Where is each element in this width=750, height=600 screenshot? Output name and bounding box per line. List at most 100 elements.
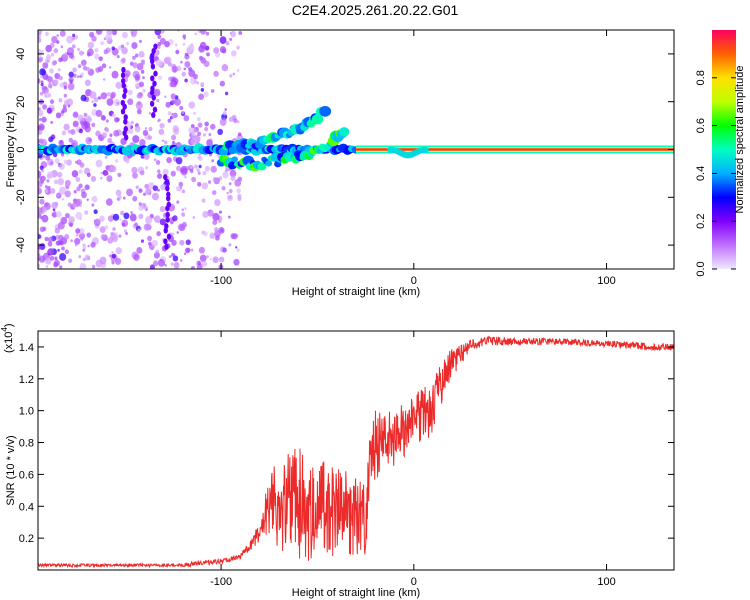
spectral-speckle [209, 257, 212, 261]
spectral-speckle [176, 200, 180, 204]
spectral-streak [153, 70, 158, 77]
branch-blob [319, 105, 332, 117]
spectral-speckle [79, 204, 82, 208]
spectral-speckle [67, 202, 72, 207]
spectral-speckle [84, 210, 89, 215]
spectral-speckle [203, 91, 209, 98]
spectral-speckle [86, 52, 91, 57]
spectral-speckle [91, 100, 94, 104]
spectral-speckle [219, 80, 225, 87]
spectral-speckle [111, 70, 119, 79]
spectrogram-marks [38, 30, 674, 269]
spectral-speckle [155, 160, 161, 165]
spectral-speckle [143, 223, 151, 231]
spectral-speckle [136, 108, 142, 115]
spectral-speckle [132, 55, 136, 60]
spectral-speckle [134, 74, 141, 81]
spectral-streak [165, 185, 170, 192]
spectral-speckle [159, 122, 165, 129]
spectral-speckle [94, 53, 100, 60]
spectral-speckle [60, 45, 63, 49]
spectral-speckle [38, 129, 42, 136]
spectral-speckle [38, 206, 42, 212]
spectral-speckle [161, 139, 165, 142]
spectral-streak [163, 238, 168, 245]
spectral-speckle [58, 139, 64, 146]
spectral-speckle [111, 113, 116, 118]
spectral-speckle [171, 99, 176, 104]
spectral-speckle [105, 128, 110, 133]
spectral-speckle [204, 165, 210, 172]
spectral-streak [153, 43, 158, 50]
colorbar-ticks: 0.0 0.2 0.4 0.6 0.8 [695, 70, 736, 277]
spectral-speckle [209, 232, 216, 239]
spectral-streak [123, 118, 128, 125]
spectral-speckle [59, 30, 66, 37]
spectral-speckle [42, 62, 49, 69]
spectral-speckle [201, 182, 209, 190]
spectral-speckle [78, 232, 86, 240]
snr-scale-factor: (x104) [0, 323, 15, 353]
spectral-speckle [178, 181, 184, 187]
y-tick-label: 0.6 [19, 469, 34, 481]
spectral-speckle [74, 243, 78, 247]
spectral-speckle [69, 222, 73, 227]
spectral-speckle [100, 171, 104, 175]
spectral-speckle [93, 218, 101, 227]
spectral-speckle [200, 57, 207, 64]
spectral-speckle [76, 159, 82, 166]
spectral-speckle [132, 172, 138, 179]
spectral-speckle [78, 255, 82, 258]
spectral-speckle [139, 227, 143, 230]
spectral-speckle [69, 80, 73, 84]
colorbar-tick-label: 0.4 [695, 166, 707, 181]
spectral-speckle [170, 93, 176, 100]
spectral-speckle [104, 225, 109, 230]
spectral-speckle [166, 157, 172, 164]
spectral-speckle [184, 78, 188, 83]
spectral-speckle [84, 254, 90, 261]
spectral-speckle [159, 37, 166, 45]
spectral-speckle [212, 190, 217, 196]
spectral-speckle [121, 222, 126, 227]
spectral-streak [164, 243, 169, 250]
spectral-speckle [134, 125, 141, 133]
spectral-speckle [99, 256, 107, 265]
spectral-speckle [218, 256, 225, 263]
spectral-speckle [214, 199, 221, 207]
spectral-speckle [109, 66, 112, 69]
spectral-speckle [39, 68, 46, 76]
spectral-speckle [157, 169, 161, 174]
spectral-speckle [55, 112, 62, 119]
spectral-speckle [144, 183, 149, 189]
spectral-speckle [63, 159, 69, 165]
spectral-speckle [149, 264, 155, 269]
spectral-speckle [158, 128, 165, 136]
spectral-speckle [57, 177, 65, 186]
spectral-speckle [238, 30, 243, 35]
spectral-speckle [115, 81, 123, 90]
spectral-speckle [109, 133, 113, 137]
colorbar-tick-label: 0.0 [695, 261, 707, 276]
spectral-speckle [145, 166, 149, 170]
spectral-speckle [183, 252, 187, 255]
spectral-speckle [155, 59, 163, 67]
spectral-speckle [64, 212, 70, 219]
spectral-speckle [91, 195, 98, 203]
spectral-speckle [77, 47, 81, 52]
spectral-speckle [156, 231, 161, 237]
spectral-speckle [101, 132, 107, 139]
spectral-speckle [145, 216, 153, 224]
spectral-streak [121, 66, 126, 73]
spectral-speckle [79, 217, 82, 221]
spectral-streak [164, 223, 169, 230]
spectral-speckle [73, 34, 79, 40]
spectral-speckle [172, 125, 179, 133]
spectral-speckle [190, 265, 195, 269]
spectral-speckle [77, 64, 82, 69]
spectral-speckle [218, 210, 222, 214]
spectral-speckle [61, 130, 67, 136]
spectral-speckle [172, 253, 176, 257]
spectral-speckle [234, 179, 242, 187]
spectral-speckle [222, 110, 227, 116]
